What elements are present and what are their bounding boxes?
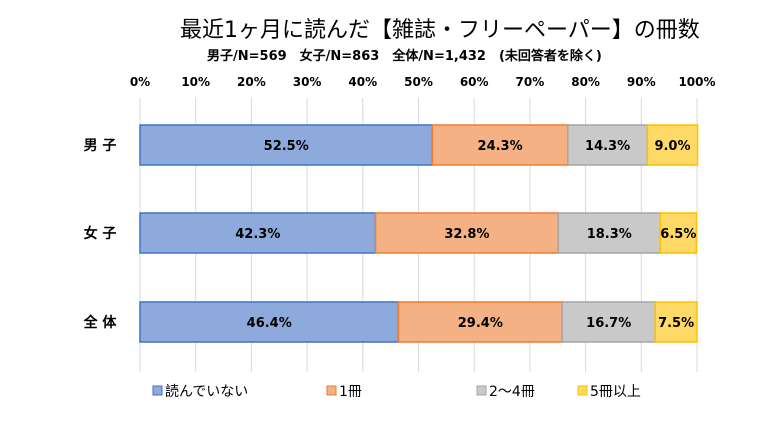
data-label: 18.3% [587,227,632,242]
x-tick-label: 70% [516,75,545,89]
legend-label: 2～4冊 [489,384,535,400]
bar-segment [557,212,661,254]
data-label: 6.5% [660,227,696,242]
legend-swatch [577,385,588,396]
x-tick-label: 90% [627,75,656,89]
x-axis-ticks: 0% 10% 20% 30% 40% 50% 60% 70% 80% 90% 100% [130,75,716,89]
x-tick-label: 60% [460,75,489,89]
data-label: 7.5% [658,316,694,331]
x-tick-label: 20% [237,75,266,89]
x-tick-label: 40% [348,75,377,89]
data-label: 42.3% [235,227,280,242]
x-tick-label: 80% [571,75,600,89]
bar-segment [431,124,569,166]
category-labels: 男 子女 子全 体 [83,138,118,331]
chart-title: 最近1ヶ月に読んだ【雑誌・フリーペーパー】の冊数 [180,18,700,43]
x-tick-label: 50% [404,75,433,89]
bar-segment [646,124,699,166]
data-label: 9.0% [654,139,690,154]
legend-swatch [476,385,487,396]
x-tick-label: 0% [130,75,150,89]
bar-segments: 52.5% 24.3% 14.3% 9.0% 42.3% 32.8% 18.3% 6.5% 46… [139,124,699,343]
bar-segment [139,124,434,166]
legend-swatch [326,385,337,396]
legend-label: 5冊以上 [590,384,641,400]
chart-subtitle: 男子/N=569 女子/N=863 全体/N=1,432 (未回答者を除く) [207,49,602,64]
data-label: 29.4% [458,316,503,331]
category-label: 男 子 [84,138,117,154]
category-label: 女 子 [84,225,117,242]
data-label: 32.8% [444,227,489,242]
x-tick-label: 100% [678,75,715,89]
data-label: 14.3% [585,139,630,154]
data-label: 16.7% [586,316,631,331]
bar-segment [561,301,656,343]
bar-segment [139,301,400,343]
legend-swatch [152,385,163,396]
category-label: 全 体 [83,314,118,331]
data-label: 46.4% [247,316,292,331]
data-label: 52.5% [264,139,309,154]
bar-segment [659,212,698,254]
data-label: 24.3% [478,139,523,154]
bar-segment [654,301,698,343]
x-tick-label: 10% [181,75,210,89]
x-tick-label: 30% [293,75,322,89]
legend-label: 1冊 [339,384,362,400]
legend: 読んでいない 1冊 2～4冊 5冊以上 [152,383,641,400]
legend-label: 読んでいない [165,383,248,400]
bar-segment [567,124,649,166]
